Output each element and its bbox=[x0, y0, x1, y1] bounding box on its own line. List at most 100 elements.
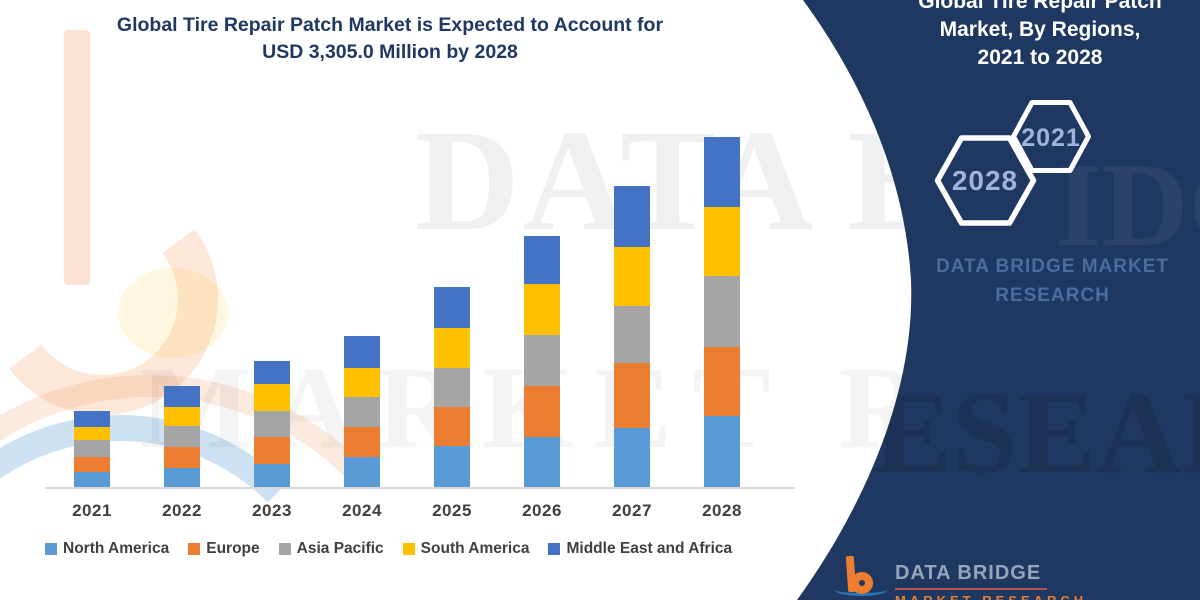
segment-2027-middle-east-and-africa bbox=[614, 186, 650, 247]
legend-marker-icon bbox=[402, 543, 415, 555]
hexagon-2028 bbox=[934, 135, 1037, 226]
segment-2028-north-america bbox=[704, 416, 740, 487]
x-axis-label-2027: 2027 bbox=[612, 501, 652, 520]
x-axis-label-2022: 2022 bbox=[162, 501, 202, 520]
x-axis-label-2021: 2021 bbox=[72, 501, 112, 520]
segment-2022-asia-pacific bbox=[164, 426, 200, 447]
segment-2026-north-america bbox=[524, 437, 560, 487]
segment-2025-south-america bbox=[434, 328, 470, 368]
bar-2021 bbox=[74, 411, 110, 487]
bar-2023 bbox=[254, 361, 290, 487]
panel-brand-text: DATA BRIDGE MARKET RESEARCH bbox=[880, 252, 1200, 310]
segment-2025-middle-east-and-africa bbox=[434, 287, 470, 328]
legend-item-asia-pacific: Asia Pacific bbox=[278, 540, 384, 558]
logo-swoosh-icon bbox=[835, 584, 887, 596]
segment-2028-south-america bbox=[704, 207, 740, 276]
segment-2023-middle-east-and-africa bbox=[254, 361, 290, 384]
segment-2026-south-america bbox=[524, 284, 560, 335]
legend-marker-icon bbox=[548, 543, 561, 555]
segment-2021-north-america bbox=[74, 472, 110, 487]
dbmr-logo-watermark-accent bbox=[118, 268, 228, 358]
x-axis-label-2024: 2024 bbox=[342, 501, 382, 520]
panel-title-line1: Global Tire Repair Patch bbox=[918, 0, 1162, 13]
segment-2026-europe bbox=[524, 386, 560, 437]
segment-2028-middle-east-and-africa bbox=[704, 137, 740, 207]
segment-2026-middle-east-and-africa bbox=[524, 236, 560, 284]
logo-subtitle: MARKET RESEARCH bbox=[895, 593, 1087, 600]
segment-2022-north-america bbox=[164, 468, 200, 487]
segment-2022-south-america bbox=[164, 407, 200, 426]
legend-label: Europe bbox=[206, 540, 260, 557]
bar-2024 bbox=[344, 336, 380, 487]
segment-2027-asia-pacific bbox=[614, 306, 650, 363]
segment-2025-north-america bbox=[434, 446, 470, 487]
segment-2021-middle-east-and-africa bbox=[74, 411, 110, 427]
segment-2024-europe bbox=[344, 427, 380, 457]
segment-2027-south-america bbox=[614, 247, 650, 306]
segment-2023-north-america bbox=[254, 464, 290, 487]
segment-2025-europe bbox=[434, 407, 470, 446]
stacked-bar-chart: 2021 2022 2023 2024 2025 2026 2027 2028 bbox=[45, 100, 795, 530]
segment-2027-europe bbox=[614, 363, 650, 428]
legend-item-europe: Europe bbox=[188, 540, 260, 558]
x-axis-label-2028: 2028 bbox=[702, 501, 742, 520]
panel-brand-line1: DATA BRIDGE MARKET bbox=[936, 256, 1169, 277]
panel-watermark-research: RESEARCH bbox=[788, 367, 1200, 498]
bar-2025 bbox=[434, 287, 470, 487]
panel-title-line2: Market, By Regions, bbox=[939, 18, 1141, 41]
segment-2024-middle-east-and-africa bbox=[344, 336, 380, 368]
segment-2026-asia-pacific bbox=[524, 335, 560, 386]
chart-title-line1: Global Tire Repair Patch Market is Expec… bbox=[116, 14, 664, 36]
panel-title: Global Tire Repair Patch Market, By Regi… bbox=[870, 0, 1200, 72]
legend-item-north-america: North America bbox=[45, 540, 169, 558]
legend-label: South America bbox=[420, 540, 530, 557]
legend-marker-icon bbox=[278, 543, 291, 555]
dbmr-logo-watermark-stem bbox=[64, 30, 90, 285]
segment-2021-asia-pacific bbox=[74, 440, 110, 457]
segment-2027-north-america bbox=[614, 428, 650, 487]
legend-marker-icon bbox=[45, 543, 57, 555]
panel-brand-line2: RESEARCH bbox=[995, 285, 1110, 306]
hexagon-2021-year: 2021 bbox=[1021, 124, 1081, 152]
legend-label: Asia Pacific bbox=[296, 540, 384, 557]
segment-2024-south-america bbox=[344, 368, 380, 397]
hexagon-2021 bbox=[1011, 100, 1091, 173]
segment-2023-europe bbox=[254, 437, 290, 464]
legend-label: Middle East and Africa bbox=[566, 540, 733, 557]
segment-2022-europe bbox=[164, 447, 200, 468]
hexagon-2028-year: 2028 bbox=[952, 165, 1018, 196]
x-axis-label-2025: 2025 bbox=[432, 501, 472, 520]
panel-watermark-bridge: IDGE bbox=[1055, 138, 1200, 271]
x-axis-label-2026: 2026 bbox=[522, 501, 562, 520]
segment-2023-asia-pacific bbox=[254, 411, 290, 437]
legend-label: North America bbox=[63, 540, 170, 557]
segment-2028-asia-pacific bbox=[704, 276, 740, 347]
chart-title: Global Tire Repair Patch Market is Expec… bbox=[30, 12, 750, 66]
bar-2027 bbox=[614, 186, 650, 487]
x-axis-line bbox=[45, 487, 795, 489]
chart-title-line2: USD 3,305.0 Million by 2028 bbox=[262, 41, 518, 63]
segment-2021-europe bbox=[74, 457, 110, 472]
logo-name: DATA BRIDGE bbox=[895, 562, 1042, 584]
bar-2022 bbox=[164, 386, 200, 487]
legend-marker-icon bbox=[188, 543, 201, 555]
bar-2028 bbox=[704, 137, 740, 487]
segment-2021-south-america bbox=[74, 427, 110, 440]
chart-legend: North America Europe Asia Pacific South Ame… bbox=[45, 540, 732, 558]
segment-2028-europe bbox=[704, 347, 740, 416]
legend-item-south-america: South America bbox=[402, 540, 530, 558]
logo-b-bowl-icon bbox=[851, 572, 873, 594]
segment-2025-asia-pacific bbox=[434, 368, 470, 407]
panel-background bbox=[797, 0, 1200, 600]
dbmr-corner-logo: DATA BRIDGE MARKET RESEARCH bbox=[835, 552, 1175, 600]
bar-2026 bbox=[524, 236, 560, 487]
logo-divider bbox=[895, 588, 1047, 590]
legend-item-middle-east-and-africa: Middle East and Africa bbox=[548, 540, 732, 558]
segment-2024-asia-pacific bbox=[344, 397, 380, 427]
x-axis-label-2023: 2023 bbox=[252, 501, 292, 520]
segment-2022-middle-east-and-africa bbox=[164, 386, 200, 407]
panel-title-line3: 2021 to 2028 bbox=[977, 46, 1103, 69]
segment-2023-south-america bbox=[254, 384, 290, 411]
